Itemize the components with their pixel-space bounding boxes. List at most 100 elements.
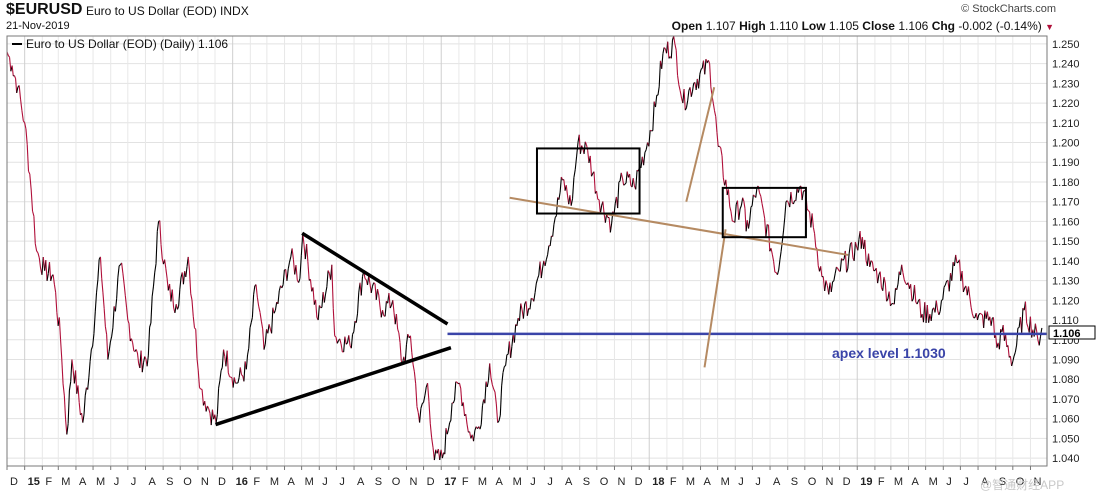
price-segment	[176, 305, 180, 310]
price-segment	[526, 308, 530, 316]
price-segment	[658, 60, 661, 87]
price-segment	[529, 298, 532, 310]
price-segment	[743, 201, 746, 209]
price-segment	[781, 230, 785, 242]
price-segment	[142, 356, 146, 363]
price-segment	[431, 437, 434, 448]
price-segment	[384, 301, 387, 317]
price-segment	[93, 311, 96, 334]
price-segment	[832, 280, 835, 283]
x-tick-label: A	[773, 476, 781, 488]
price-segment	[853, 241, 856, 261]
x-tick-label: J	[131, 476, 137, 488]
price-segment	[326, 270, 329, 287]
price-segment	[979, 312, 982, 315]
price-segment	[713, 110, 717, 117]
watermark: @智通财经APP	[980, 477, 1064, 492]
price-segment	[249, 322, 252, 329]
x-tick-label: N	[409, 476, 417, 488]
price-segment	[405, 334, 409, 345]
price-segment	[535, 278, 539, 284]
x-tick-label: M	[96, 476, 105, 488]
x-tick-label: O	[1016, 476, 1025, 488]
price-segment	[742, 197, 745, 202]
price-segment	[58, 317, 62, 340]
price-segment	[587, 150, 590, 164]
price-segment	[736, 200, 740, 220]
price-segment	[493, 388, 496, 393]
price-segment	[230, 376, 233, 379]
x-tick-label: M	[721, 476, 730, 488]
price-segment	[101, 278, 104, 293]
price-segment	[295, 265, 298, 281]
price-segment	[378, 295, 381, 308]
price-segment	[286, 268, 289, 281]
price-segment	[281, 284, 284, 289]
price-segment	[632, 178, 635, 186]
price-segment	[643, 152, 646, 166]
price-segment	[237, 377, 240, 384]
price-segment	[687, 90, 690, 101]
price-segment	[152, 272, 156, 287]
price-segment	[661, 53, 664, 69]
price-segment	[376, 288, 380, 296]
price-segment	[67, 390, 70, 424]
y-tick-label: 1.050	[1052, 433, 1080, 445]
price-segment	[778, 259, 781, 271]
price-segment	[340, 343, 343, 353]
price-segment	[779, 251, 782, 260]
price-segment	[674, 43, 677, 51]
price-segment	[370, 286, 374, 293]
price-segment	[389, 304, 393, 309]
price-segment	[565, 185, 569, 196]
price-segment	[211, 409, 215, 420]
ohlc-summary: Open 1.107 High 1.110 Low 1.105 Close 1.…	[672, 19, 1054, 33]
x-tick-label: D	[218, 476, 226, 488]
price-segment	[166, 277, 169, 291]
price-segment	[1011, 361, 1014, 367]
price-segment	[84, 387, 88, 396]
y-tick-label: 1.210	[1052, 118, 1080, 130]
price-segment	[144, 356, 147, 360]
price-segment	[116, 277, 119, 299]
x-tick-label: A	[981, 476, 989, 488]
price-segment	[62, 383, 65, 396]
price-segment	[926, 305, 930, 323]
price-segment	[182, 271, 186, 285]
price-segment	[343, 336, 346, 353]
x-tick-label: O	[183, 476, 192, 488]
price-segment	[806, 208, 809, 212]
price-segment	[146, 355, 149, 367]
price-segment	[942, 287, 945, 300]
price-segment	[444, 428, 447, 455]
price-segment	[618, 180, 621, 183]
price-segment	[830, 281, 834, 292]
price-segment	[92, 333, 95, 347]
price-segment	[107, 351, 110, 360]
price-segment	[648, 130, 651, 147]
price-segment	[801, 191, 804, 201]
price-segment	[770, 248, 773, 255]
price-segment	[108, 341, 111, 352]
price-segment	[939, 300, 943, 312]
price-segment	[625, 171, 628, 184]
price-segment	[323, 293, 327, 303]
x-tick-label: F	[253, 476, 260, 488]
price-segment	[472, 430, 476, 442]
price-segment	[893, 288, 897, 305]
price-segment	[1038, 336, 1042, 346]
price-segment	[811, 213, 814, 228]
price-segment	[501, 372, 504, 386]
price-segment	[53, 284, 57, 293]
y-tick-label: 1.220	[1052, 98, 1080, 110]
price-segment	[635, 170, 638, 190]
price-segment	[63, 395, 67, 420]
x-tick-label: M	[894, 476, 903, 488]
x-tick-label: M	[61, 476, 70, 488]
price-segment	[644, 149, 647, 153]
price-segment	[399, 342, 402, 361]
price-segment	[480, 405, 484, 425]
price-segment	[707, 60, 711, 64]
price-segment	[750, 205, 753, 208]
price-segment	[846, 268, 849, 273]
